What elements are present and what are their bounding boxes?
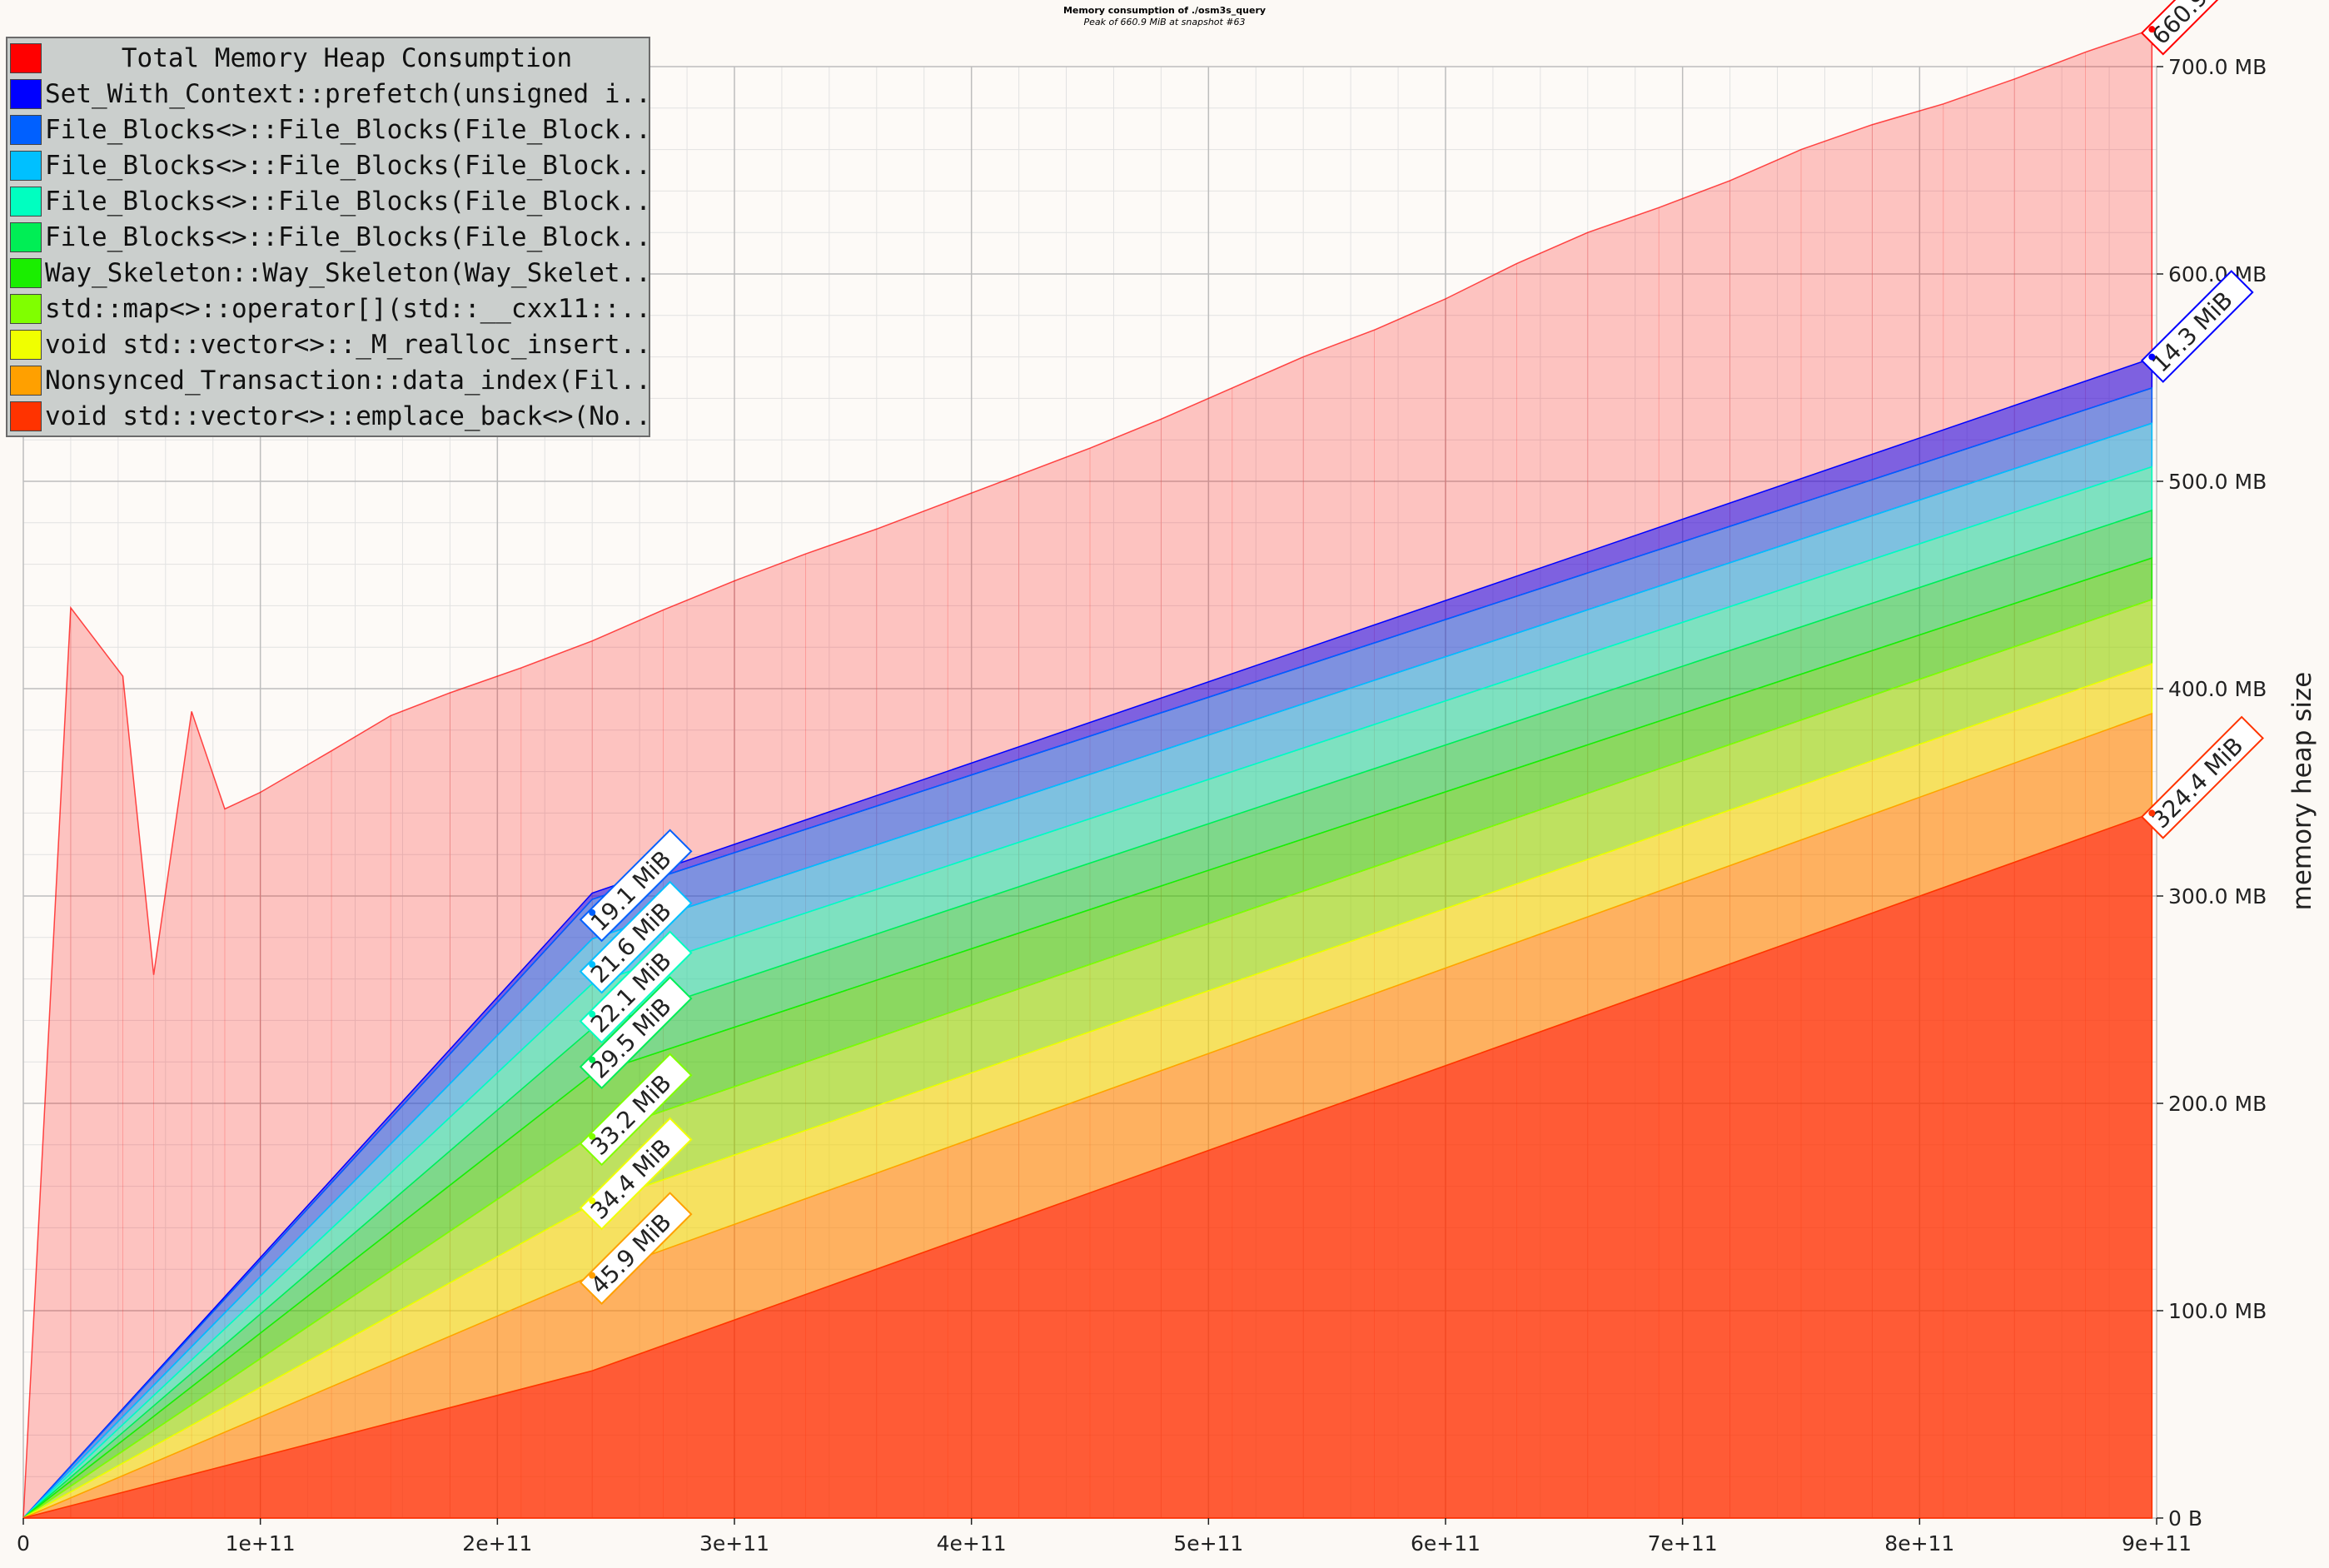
data-point: [589, 1056, 596, 1063]
legend-swatch: [10, 186, 42, 217]
y-tick-label: 600.0 MB: [2168, 262, 2267, 286]
legend-item: void std::vector<>::emplace_back<>(No...: [7, 398, 649, 434]
x-tick-label: 9e+11: [2122, 1531, 2192, 1556]
chart-title: Memory consumption of ./osm3s_query: [1062, 5, 1267, 16]
y-tick-label: 300.0 MB: [2168, 884, 2267, 908]
data-label-box: [579, 880, 693, 994]
legend-label: File_Blocks<>::File_Blocks(File_Block...: [45, 114, 649, 145]
legend-label: File_Blocks<>::File_Blocks(File_Block...: [45, 186, 649, 217]
legend-item: Total Memory Heap Consumption: [7, 40, 649, 76]
legend-item: File_Blocks<>::File_Blocks(File_Block...: [7, 219, 649, 255]
data-label-box: [579, 829, 693, 943]
legend-swatch: [10, 114, 42, 145]
y-tick-label: 400.0 MB: [2168, 677, 2267, 701]
legend-item: File_Blocks<>::File_Blocks(File_Block...: [7, 147, 649, 183]
legend-label: File_Blocks<>::File_Blocks(File_Block...: [45, 222, 649, 252]
legend-label: Way_Skeleton::Way_Skeleton(Way_Skelet...: [45, 257, 649, 288]
data-label-box: [2140, 270, 2254, 383]
data-point: [589, 961, 596, 968]
legend-item: Way_Skeleton::Way_Skeleton(Way_Skelet...: [7, 255, 649, 291]
data-label-text: 660.9 MiB: [2147, 0, 2248, 50]
data-point: [589, 1272, 596, 1279]
y-tick-label: 0 B: [2168, 1506, 2202, 1531]
legend-label: Total Memory Heap Consumption: [121, 42, 573, 73]
data-label-box: [579, 1192, 693, 1305]
x-tick-label: 4e+11: [937, 1531, 1007, 1556]
x-tick-label: 5e+11: [1173, 1531, 1243, 1556]
chart-subtitle: Peak of 660.9 MiB at snapshot #63: [1083, 17, 1246, 27]
data-point: [2148, 809, 2156, 817]
data-point: [589, 1197, 596, 1205]
data-point: [2148, 26, 2156, 33]
legend-swatch: [10, 78, 42, 109]
legend-swatch: [10, 293, 42, 324]
y-tick-label: 100.0 MB: [2168, 1299, 2267, 1323]
legend-item: Nonsynced_Transaction::data_index(Fil...: [7, 362, 649, 398]
y-tick-label: 200.0 MB: [2168, 1092, 2267, 1116]
legend-label: void std::vector<>::_M_realloc_insert...: [45, 329, 649, 360]
legend-item: std::map<>::operator[](std::__cxx11::...: [7, 291, 649, 326]
data-point: [589, 1132, 596, 1140]
data-label-box: [579, 1053, 693, 1167]
data-label-box: [2140, 715, 2264, 839]
legend-swatch: [10, 365, 42, 396]
legend-label: Nonsynced_Transaction::data_index(Fil...: [45, 365, 649, 396]
data-label: 14.3 MiB: [2140, 270, 2254, 383]
x-tick-label: 6e+11: [1411, 1531, 1481, 1556]
legend-item: File_Blocks<>::File_Blocks(File_Block...: [7, 183, 649, 219]
legend-swatch: [10, 150, 42, 181]
data-point: [589, 908, 596, 916]
data-label-text: 14.3 MiB: [2147, 286, 2238, 378]
legend-swatch: [10, 42, 42, 73]
legend-label: Set_With_Context::prefetch(unsigned i...: [45, 78, 649, 109]
data-label-box: [579, 976, 693, 1090]
legend-swatch: [10, 329, 42, 360]
x-tick-label: 2e+11: [462, 1531, 532, 1556]
data-label-text: 324.4 MiB: [2147, 732, 2248, 834]
legend-item: Set_With_Context::prefetch(unsigned i...: [7, 76, 649, 112]
y-tick-label: 500.0 MB: [2168, 470, 2267, 494]
legend-swatch: [10, 222, 42, 252]
legend-item: void std::vector<>::_M_realloc_insert...: [7, 326, 649, 362]
legend-label: std::map<>::operator[](std::__cxx11::...: [45, 293, 649, 324]
x-tick-label: 8e+11: [1884, 1531, 1954, 1556]
y-axis-label: memory heap size: [2287, 672, 2317, 911]
data-label-box: [579, 1117, 693, 1231]
data-label-box: [579, 930, 693, 1044]
legend-swatch: [10, 257, 42, 288]
data-point: [589, 1010, 596, 1018]
chart-legend: Total Memory Heap Consumption Set_With_C…: [6, 37, 650, 437]
data-label-box: [2140, 0, 2264, 56]
data-point: [2148, 353, 2156, 361]
legend-label: void std::vector<>::emplace_back<>(No...: [45, 401, 649, 431]
data-label: 660.9 MiB: [2140, 0, 2264, 56]
legend-label: File_Blocks<>::File_Blocks(File_Block...: [45, 150, 649, 181]
legend-item: File_Blocks<>::File_Blocks(File_Block...: [7, 112, 649, 147]
x-tick-label: 7e+11: [1648, 1531, 1718, 1556]
y-tick-label: 700.0 MB: [2168, 55, 2267, 79]
legend-swatch: [10, 401, 42, 431]
x-tick-label: 0: [17, 1531, 30, 1556]
x-tick-label: 3e+11: [699, 1531, 769, 1556]
data-label: 324.4 MiB: [2140, 715, 2264, 839]
x-tick-label: 1e+11: [226, 1531, 296, 1556]
